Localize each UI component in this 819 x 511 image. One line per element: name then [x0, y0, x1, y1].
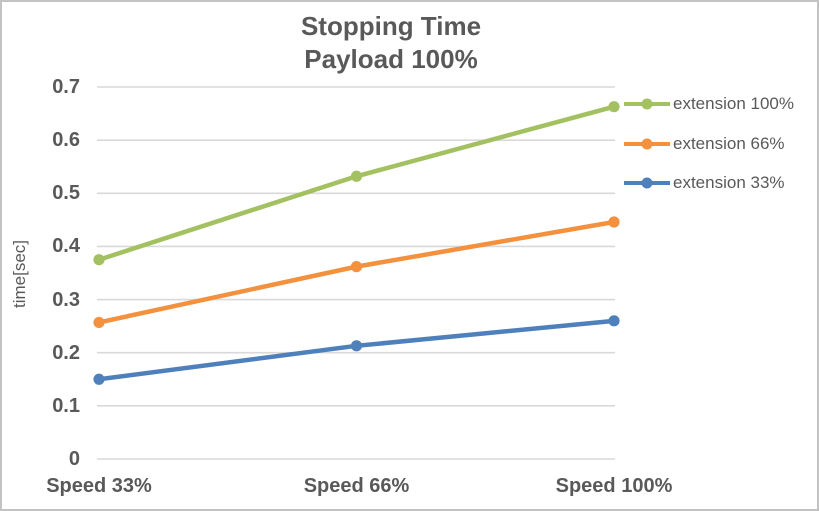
y-tick-label-0.1: 0.1 — [52, 394, 80, 417]
y-tick-label-0.4: 0.4 — [52, 235, 80, 258]
data-point — [608, 315, 620, 327]
y-tick-label-0.5: 0.5 — [52, 182, 80, 205]
y-tick-label-0.6: 0.6 — [52, 129, 80, 152]
y-tick-label-0: 0 — [68, 448, 80, 470]
chart-title-line2: Payload 100% — [304, 44, 478, 74]
data-point — [93, 373, 105, 385]
legend-marker-icon — [624, 98, 670, 110]
y-tick-label-0.3: 0.3 — [52, 288, 80, 311]
chart-title-line1: Stopping Time — [300, 11, 482, 41]
data-point — [350, 340, 363, 352]
data-point — [93, 254, 105, 266]
legend-item-extension-33-: extension 33% — [623, 172, 785, 194]
y-tick-label-0.7: 0.7 — [52, 76, 80, 98]
x-tick-label-Speed-66-: Speed 66% — [303, 475, 410, 497]
x-tick-label-Speed-33-: Speed 33% — [46, 475, 152, 497]
data-point — [93, 316, 105, 329]
data-point — [350, 170, 363, 182]
legend-label: extension 33% — [673, 173, 785, 192]
legend-label: extension 100% — [673, 94, 794, 113]
legend-item-extension-66-: extension 66% — [623, 133, 785, 155]
data-point — [350, 261, 363, 273]
x-tick-label-Speed-100-: Speed 100% — [555, 475, 673, 497]
data-point — [608, 216, 620, 228]
data-point — [608, 101, 620, 113]
legend-item-extension-100-: extension 100% — [623, 93, 794, 115]
legend-marker-icon — [624, 177, 670, 189]
legend-label: extension 66% — [673, 134, 785, 153]
legend-marker-icon — [624, 138, 670, 150]
chart-title: Stopping Time Payload 100% — [2, 10, 780, 76]
y-tick-label-0.2: 0.2 — [52, 341, 80, 364]
